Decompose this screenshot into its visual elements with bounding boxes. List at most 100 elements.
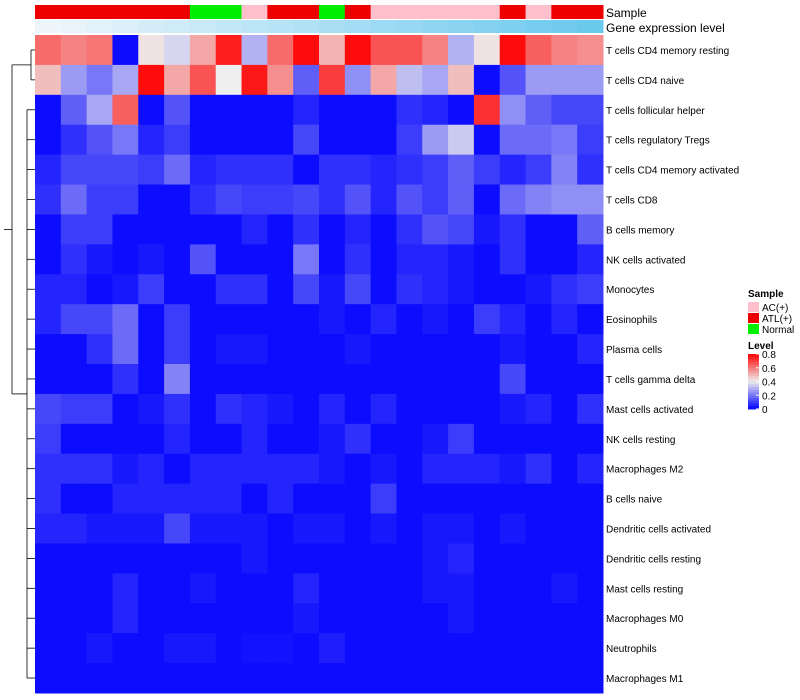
heatmap-cell [396, 154, 423, 186]
heatmap-cell [344, 184, 372, 215]
heatmap-cell [241, 94, 268, 126]
row-label: B cells memory [606, 225, 674, 236]
heatmap-cell [551, 663, 578, 694]
heatmap-cell [164, 453, 191, 485]
heatmap-cell [499, 573, 527, 604]
heatmap-cell [112, 214, 139, 245]
heatmap-cell [293, 633, 320, 664]
heatmap-cell [319, 364, 346, 395]
heatmap-cell [241, 663, 268, 694]
heatmap-cell [370, 184, 397, 215]
heatmap-cell [370, 423, 397, 455]
heatmap-cell [448, 64, 475, 96]
row-label: T cells CD4 memory activated [606, 166, 739, 177]
heatmap-cell [215, 274, 243, 305]
row-label: Macrophages M0 [606, 614, 684, 625]
annotation-cell-expression [473, 20, 501, 33]
heatmap-cell [473, 513, 501, 544]
heatmap-cell [499, 64, 527, 96]
heatmap-cell [60, 603, 88, 634]
heatmap-cell [138, 154, 165, 186]
heatmap-cell [215, 124, 243, 156]
annotation-cell-expression [319, 20, 346, 33]
heatmap-cell [396, 453, 423, 485]
row-label: T cells CD4 memory resting [606, 46, 729, 57]
heatmap-cell [189, 603, 217, 634]
heatmap-cell [241, 543, 268, 574]
heatmap-cell [525, 543, 552, 574]
annotation-cell-expression [344, 20, 372, 33]
legend-level: Level 0.8 0.6 0.4 0.2 0 [748, 341, 776, 416]
annotation-cell-expression [138, 20, 165, 33]
heatmap-cell [86, 94, 113, 126]
heatmap-cell [319, 304, 346, 335]
heatmap-cell [319, 35, 346, 66]
heatmap-cell [525, 453, 552, 485]
heatmap-cell [293, 274, 320, 305]
heatmap-cell [164, 513, 191, 544]
heatmap-cell [164, 633, 191, 664]
heatmap-cell [525, 393, 552, 425]
heatmap-cell [86, 154, 113, 186]
row-label: Dendritic cells activated [606, 525, 711, 536]
heatmap-cell [422, 573, 449, 604]
legend-level-gradient-step [748, 365, 759, 369]
heatmap-cell [370, 124, 397, 156]
heatmap-cell [60, 304, 88, 335]
heatmap-cell [164, 334, 191, 365]
heatmap-cell [396, 64, 423, 96]
heatmap-cell [267, 334, 294, 365]
heatmap-cell [189, 274, 217, 305]
heatmap-cell [396, 393, 423, 425]
heatmap-cell [241, 513, 268, 544]
heatmap-cell [293, 154, 320, 186]
heatmap-cell [215, 423, 243, 455]
heatmap-cell [499, 483, 527, 515]
heatmap-cell [370, 633, 397, 664]
annotation-label-expression: Gene expression level [606, 21, 725, 35]
legend-level-gradient-step [748, 387, 759, 391]
heatmap-cell [86, 453, 113, 485]
heatmap-cell [525, 663, 552, 694]
heatmap-cell [396, 423, 423, 455]
heatmap-cell [370, 483, 397, 515]
heatmap-cell [551, 633, 578, 664]
heatmap-cell [319, 543, 346, 574]
heatmap-cell [370, 304, 397, 335]
heatmap-cell [344, 633, 372, 664]
heatmap-cell [499, 603, 527, 634]
row-label: Mast cells activated [606, 405, 693, 416]
heatmap-cell [241, 483, 268, 515]
heatmap-cell [241, 184, 268, 215]
heatmap-cell [138, 364, 165, 395]
heatmap-cell [138, 304, 165, 335]
heatmap-cell [267, 393, 294, 425]
legend-sample-title: Sample [748, 289, 784, 300]
heatmap-cell [319, 94, 346, 126]
heatmap-cells [35, 35, 604, 694]
heatmap-cell [164, 364, 191, 395]
heatmap-cell [319, 483, 346, 515]
heatmap-cell [577, 35, 604, 66]
heatmap-cell [241, 154, 268, 186]
annotation-cell-sample [112, 5, 139, 19]
heatmap-cell [448, 453, 475, 485]
heatmap-cell [551, 244, 578, 275]
heatmap-cell [499, 35, 527, 66]
heatmap-cell [112, 304, 139, 335]
heatmap-cell [293, 603, 320, 634]
row-label: T cells regulatory Tregs [606, 136, 710, 147]
heatmap-cell [35, 573, 62, 604]
row-labels: T cells CD4 memory resting T cells CD4 na… [606, 46, 739, 685]
heatmap-cell [86, 244, 113, 275]
heatmap-cell [86, 214, 113, 245]
heatmap-cell [396, 513, 423, 544]
heatmap-cell [525, 483, 552, 515]
heatmap-cell [344, 663, 372, 694]
heatmap-cell [344, 453, 372, 485]
heatmap-cell [577, 64, 604, 96]
heatmap-cell [473, 543, 501, 574]
heatmap-cell [396, 94, 423, 126]
legend-sample-swatch [748, 324, 759, 334]
annotation-cell-expression [525, 20, 552, 33]
